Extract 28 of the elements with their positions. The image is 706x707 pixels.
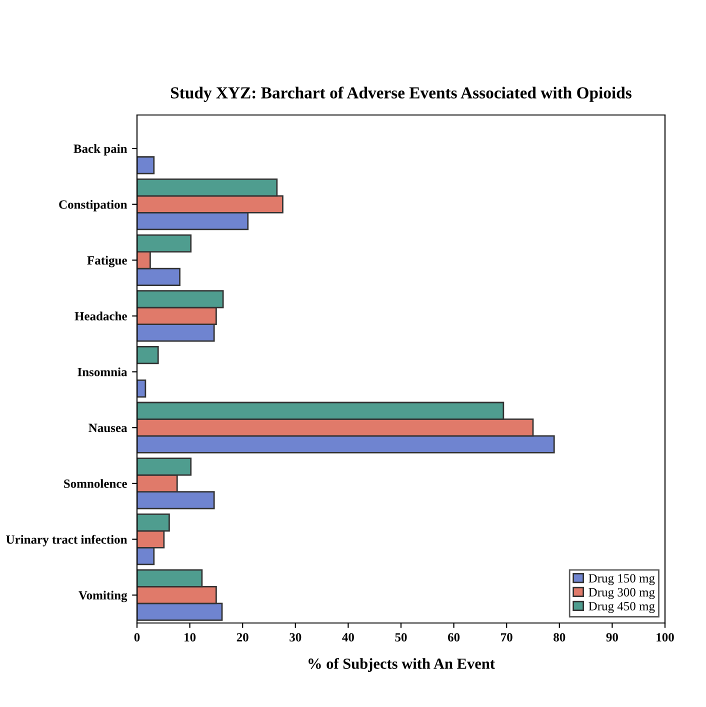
x-tick-label: 80 — [554, 633, 566, 642]
bar — [137, 346, 159, 364]
legend-label: Drug 450 mg — [588, 602, 655, 613]
x-axis-title: % of Subjects with An Event — [308, 658, 495, 672]
x-tick-label: 100 — [656, 633, 674, 642]
y-tick-label: Constipation — [59, 200, 128, 212]
x-tick-label: 90 — [606, 633, 618, 642]
x-tick-label: 0 — [134, 633, 140, 642]
y-tick-label: Nausea — [88, 424, 128, 432]
x-tick-label: 20 — [236, 633, 248, 642]
x-tick-label: 60 — [448, 633, 460, 642]
y-tick-label: Somnolence — [64, 479, 127, 488]
bar — [137, 156, 155, 174]
y-tick-label: Urinary tract infection — [6, 534, 128, 546]
x-tick-label: 10 — [184, 633, 196, 642]
y-tick-label: Headache — [74, 312, 127, 320]
x-tick-label: 40 — [342, 633, 354, 642]
bar — [137, 379, 146, 398]
x-tick-label: 30 — [290, 633, 302, 642]
x-tick-label: 70 — [501, 633, 512, 642]
x-tick-label: 50 — [395, 633, 407, 642]
y-tick-label: Insomnia — [78, 367, 128, 376]
y-tick-label: Back pain — [74, 144, 128, 156]
y-tick-label: Fatigue — [87, 256, 127, 268]
legend-label: Drug 300 mg — [588, 588, 655, 600]
y-tick-label: Vomiting — [78, 590, 128, 602]
chart-title: Study XYZ: Barchart of Adverse Events Associated with Opioids — [171, 86, 632, 102]
legend-label: Drug 150 mg — [588, 574, 655, 586]
